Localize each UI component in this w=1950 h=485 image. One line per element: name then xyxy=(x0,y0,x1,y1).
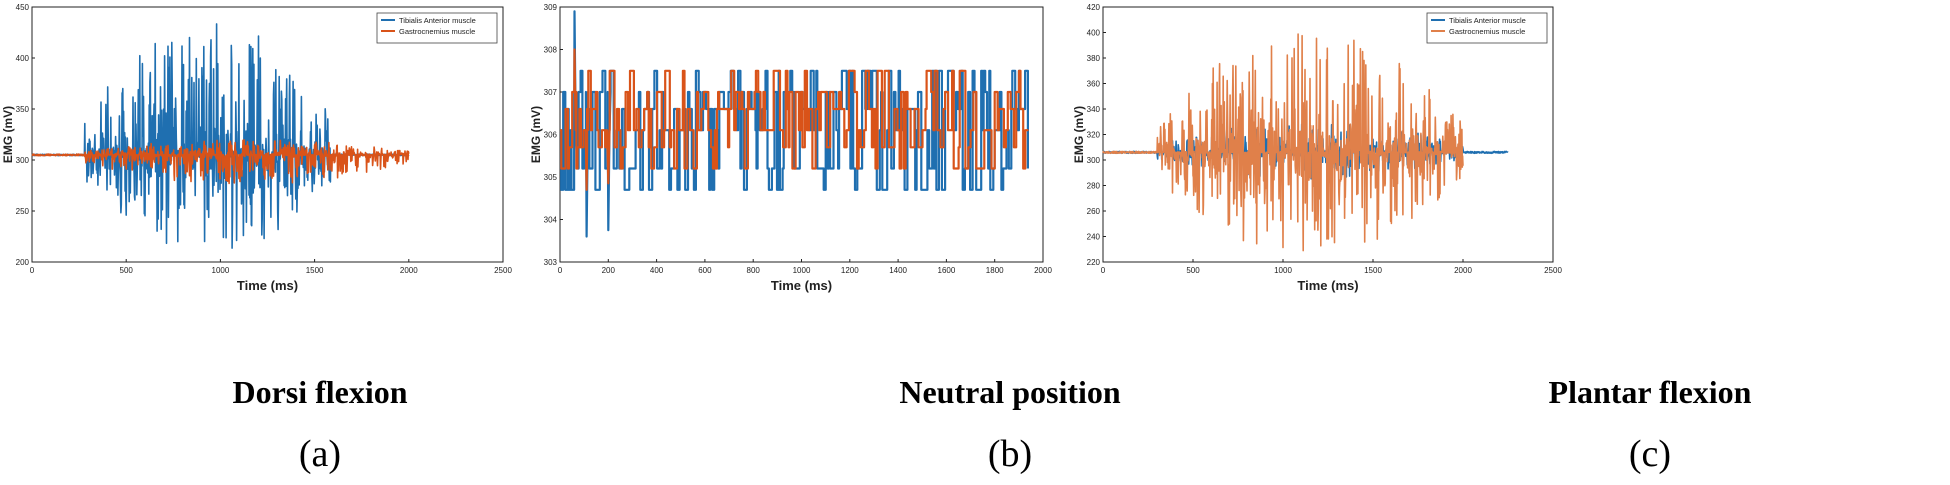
panel-b-title: Neutral position xyxy=(899,374,1121,410)
panel-b-x-tick-label: 200 xyxy=(602,266,616,275)
panel-a-y-tick-label: 250 xyxy=(16,207,30,216)
panel-b-y-tick-label: 309 xyxy=(544,3,558,12)
panel-b-series-group xyxy=(560,10,1029,238)
panel-b-x-tick-label: 1400 xyxy=(889,266,907,275)
panel-a-series-group xyxy=(31,23,410,249)
panel-c-y-tick-label: 220 xyxy=(1087,258,1101,267)
panel-b-x-tick-label: 600 xyxy=(698,266,712,275)
panel-c-y-axis-label: EMG (mV) xyxy=(1072,106,1086,163)
panel-c-x-tick-label: 500 xyxy=(1186,266,1200,275)
panel-b-x-tick-label: 0 xyxy=(558,266,563,275)
panel-a-x-axis-label: Time (ms) xyxy=(237,278,298,293)
panel-a-y-tick-label: 350 xyxy=(16,105,30,114)
panel-c-y-tick-label: 300 xyxy=(1087,156,1101,165)
panel-b-x-tick-label: 2000 xyxy=(1034,266,1052,275)
panel-c-y-tick-label: 340 xyxy=(1087,105,1101,114)
panel-c-series-group xyxy=(1102,33,1509,252)
panel-a-y-axis-label: EMG (mV) xyxy=(1,106,15,163)
panel-b-y-tick-label: 308 xyxy=(544,46,558,55)
panel-c-y-tick-label: 320 xyxy=(1087,131,1101,140)
panel-a-y-tick-label: 200 xyxy=(16,258,30,267)
panel-b-x-tick-label: 1600 xyxy=(938,266,956,275)
panel-a-series-line-1 xyxy=(31,139,410,185)
panel-a-legend-label-1: Gastrocnemius muscle xyxy=(399,27,475,36)
panel-b-y-tick-label: 307 xyxy=(544,88,558,97)
panel-c-y-tick-label: 240 xyxy=(1087,233,1101,242)
panel-b-x-axis-label: Time (ms) xyxy=(771,278,832,293)
panel-b-x-tick-label: 1800 xyxy=(986,266,1004,275)
panel-c-y-tick-label: 280 xyxy=(1087,182,1101,191)
panel-a-x-tick-label: 1500 xyxy=(306,266,324,275)
panel-b-label: (b) xyxy=(987,433,1033,475)
panel-c-x-tick-label: 1500 xyxy=(1364,266,1382,275)
panel-b-y-tick-label: 305 xyxy=(544,173,558,182)
panel-c-series-line-1 xyxy=(1102,33,1464,252)
panel-b-y-tick-label: 304 xyxy=(544,216,558,225)
panel-a-y-tick-label: 400 xyxy=(16,54,30,63)
panel-c-title: Plantar flexion xyxy=(1548,374,1752,410)
panel-c-y-tick-label: 420 xyxy=(1087,3,1101,12)
panel-c-legend-label-1: Gastrocnemius muscle xyxy=(1449,27,1525,36)
panel-b-y-tick-label: 306 xyxy=(544,131,558,140)
panel-a-x-tick-label: 500 xyxy=(120,266,134,275)
panel-a-legend-label-0: Tibialis Anterior muscle xyxy=(399,16,476,25)
panel-b-x-tick-label: 1200 xyxy=(841,266,859,275)
panel-c-y-tick-label: 400 xyxy=(1087,29,1101,38)
panel-c-x-tick-label: 2500 xyxy=(1544,266,1562,275)
panel-a-label: (a) xyxy=(298,433,342,475)
panel-c-legend-box xyxy=(1426,12,1548,44)
panel-b-x-tick-label: 1000 xyxy=(793,266,811,275)
panel-a-legend-box xyxy=(376,12,498,44)
panel-b-y-axis-label: EMG (mV) xyxy=(529,106,543,163)
panel-a-y-tick-label: 300 xyxy=(16,156,30,165)
panel-a-x-tick-label: 2500 xyxy=(494,266,512,275)
panel-c-legend-label-0: Tibialis Anterior muscle xyxy=(1449,16,1526,25)
panel-c-label: (c) xyxy=(1628,433,1672,475)
panel-a-x-tick-label: 0 xyxy=(30,266,35,275)
panel-a-x-tick-label: 2000 xyxy=(400,266,418,275)
panel-b-x-tick-label: 800 xyxy=(747,266,761,275)
panel-c-x-tick-label: 0 xyxy=(1101,266,1106,275)
panel-c-y-tick-label: 380 xyxy=(1087,54,1101,63)
panel-c-x-axis-label: Time (ms) xyxy=(1297,278,1358,293)
panel-c-x-tick-label: 1000 xyxy=(1274,266,1292,275)
panel-b-series-line-1 xyxy=(560,48,1029,191)
panel-b-y-tick-label: 303 xyxy=(544,258,558,267)
panel-c-x-tick-label: 2000 xyxy=(1454,266,1472,275)
panel-a-title: Dorsi flexion xyxy=(232,374,408,410)
panel-a-y-tick-label: 450 xyxy=(16,3,30,12)
panel-c-y-tick-label: 260 xyxy=(1087,207,1101,216)
panel-a-x-tick-label: 1000 xyxy=(212,266,230,275)
panel-b-x-tick-label: 400 xyxy=(650,266,664,275)
panel-c-y-tick-label: 360 xyxy=(1087,80,1101,89)
